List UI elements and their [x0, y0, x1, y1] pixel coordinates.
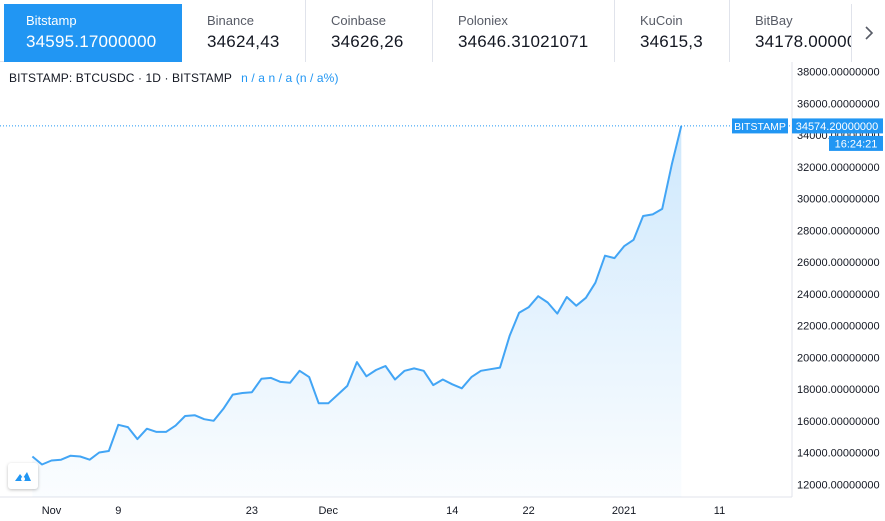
- price-tick-label: 30000.00000000: [797, 194, 880, 206]
- price-tick-label: 24000.00000000: [797, 289, 880, 301]
- exchange-tab-coinbase[interactable]: Coinbase 34626,26: [306, 0, 433, 62]
- price-tick-label: 18000.00000000: [797, 384, 880, 396]
- price-tick-label: 20000.00000000: [797, 352, 880, 364]
- tradingview-logo-icon: [15, 472, 31, 481]
- price-tag-exchange: BITSTAMP: [734, 121, 786, 133]
- exchange-price: 34624,43: [207, 32, 280, 51]
- exchange-price: 34615,3: [640, 32, 703, 51]
- series-line: [31, 125, 683, 466]
- legend-interval: 1D: [145, 71, 162, 85]
- price-tag-countdown: 16:24:21: [835, 138, 878, 150]
- legend-source: BITSTAMP: [172, 71, 232, 85]
- chevron-right-icon: [864, 26, 873, 40]
- price-tick-label: 32000.00000000: [797, 162, 880, 174]
- exchange-tab-poloniex[interactable]: Poloniex 34646.31021071: [433, 0, 615, 62]
- exchange-price: 34595.17000000: [26, 32, 157, 51]
- price-tick-label: 12000.00000000: [797, 479, 880, 491]
- time-tick-label: Dec: [318, 505, 338, 517]
- time-tick-label: 2021: [612, 505, 636, 517]
- price-tick-label: 36000.00000000: [797, 98, 880, 110]
- exchange-tab-binance[interactable]: Binance 34624,43: [182, 0, 306, 62]
- exchange-name: Coinbase: [331, 13, 386, 28]
- next-exchanges-button[interactable]: [851, 4, 885, 62]
- time-axis[interactable]: Nov 9 23 Dec 14 22 2021 11: [42, 505, 725, 517]
- last-price-tag: BITSTAMP 34574.20000000 16:24:21: [732, 118, 883, 151]
- time-tick-label: Nov: [42, 505, 62, 517]
- legend-values: n / a n / a (n / a%): [241, 71, 339, 85]
- time-tick-label: 22: [523, 505, 535, 517]
- price-tick-label: 38000.00000000: [797, 67, 880, 79]
- time-tick-label: 14: [446, 505, 458, 517]
- exchange-name: KuCoin: [640, 13, 683, 28]
- price-tick-label: 26000.00000000: [797, 257, 880, 269]
- legend-separator: ·: [137, 71, 143, 85]
- exchange-name: Bitstamp: [26, 13, 77, 28]
- exchange-price: 34646.31021071: [458, 32, 589, 51]
- exchange-tab-kucoin[interactable]: KuCoin 34615,3: [615, 0, 730, 62]
- price-tick-label: 28000.00000000: [797, 225, 880, 237]
- price-chart[interactable]: 12000.00000000 14000.00000000 16000.000000…: [0, 62, 885, 521]
- time-tick-label: 11: [714, 505, 725, 517]
- legend-separator: ·: [164, 71, 169, 85]
- price-tick-label: 16000.00000000: [797, 416, 880, 428]
- time-tick-label: 23: [246, 505, 258, 517]
- exchange-name: BitBay: [755, 13, 793, 28]
- price-tick-label: 14000.00000000: [797, 448, 880, 460]
- legend-symbol: BITSTAMP: BTCUSDC: [9, 71, 135, 85]
- exchange-bar: Bitstamp 34595.17000000 Binance 34624,43…: [0, 0, 885, 62]
- exchange-price: 34626,26: [331, 32, 404, 51]
- exchange-tab-bitstamp[interactable]: Bitstamp 34595.17000000: [4, 4, 182, 62]
- chart-legend: BITSTAMP: BTCUSDC · 1D · BITSTAMP n / a …: [9, 71, 339, 85]
- series-area-fill: [32, 125, 682, 498]
- exchange-name: Binance: [207, 13, 254, 28]
- exchange-name: Poloniex: [458, 13, 508, 28]
- time-tick-label: 9: [115, 505, 121, 517]
- price-tag-value: 34574.20000000: [796, 121, 879, 133]
- price-tick-label: 22000.00000000: [797, 321, 880, 333]
- tradingview-logo-button[interactable]: [8, 463, 38, 489]
